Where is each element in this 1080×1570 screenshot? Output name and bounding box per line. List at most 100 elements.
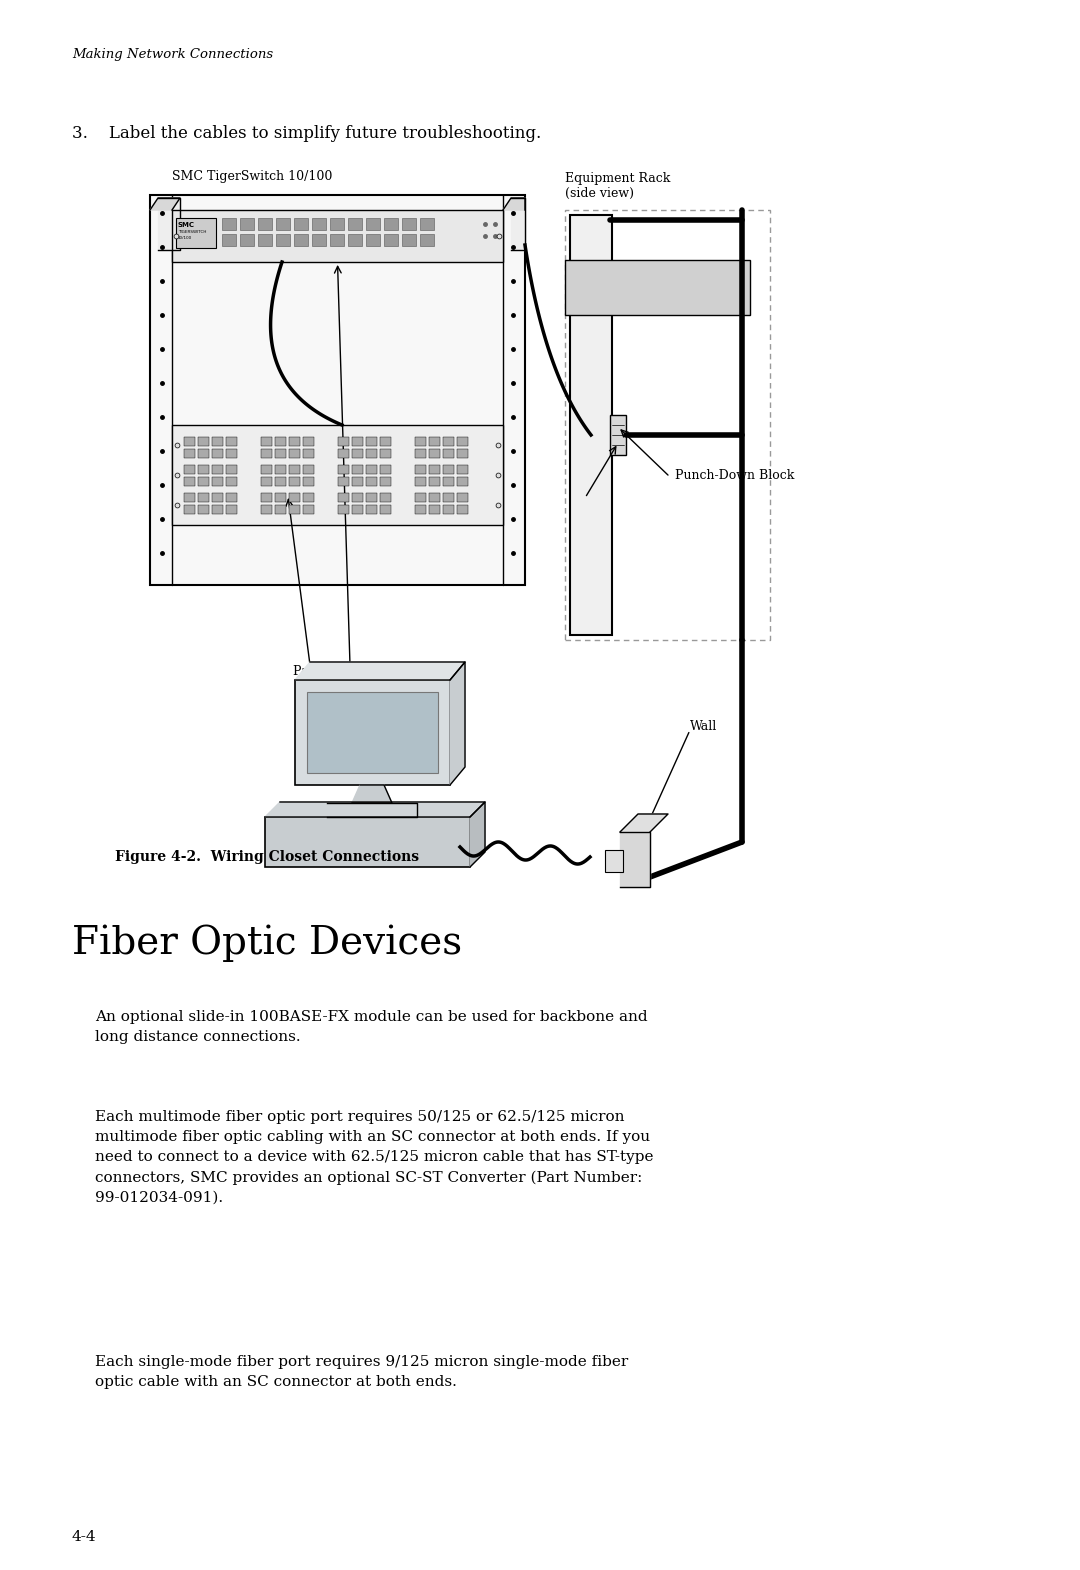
Text: Patch Panel: Patch Panel (293, 666, 367, 678)
Bar (240, 234, 254, 246)
Bar (275, 477, 286, 487)
Bar (289, 436, 300, 446)
Bar (338, 506, 349, 513)
Bar (352, 449, 363, 458)
Bar (570, 215, 612, 634)
Bar (198, 465, 210, 474)
Bar (275, 449, 286, 458)
Bar (429, 465, 440, 474)
Bar (352, 506, 363, 513)
Bar (198, 436, 210, 446)
Bar (348, 234, 362, 246)
Bar (172, 210, 503, 262)
Bar (212, 449, 222, 458)
Bar (338, 465, 349, 474)
Bar (338, 436, 349, 446)
Bar (184, 506, 195, 513)
Bar (198, 449, 210, 458)
Bar (384, 218, 399, 229)
Text: Each single-mode fiber port requires 9/125 micron single-mode fiber
optic cable : Each single-mode fiber port requires 9/1… (95, 1355, 629, 1389)
Text: Wall: Wall (690, 721, 717, 733)
Bar (348, 218, 362, 229)
Bar (275, 436, 286, 446)
Bar (261, 477, 272, 487)
Polygon shape (450, 663, 465, 785)
Text: SMC: SMC (178, 221, 195, 228)
Bar (366, 465, 377, 474)
Text: 3.    Label the cables to simplify future troubleshooting.: 3. Label the cables to simplify future t… (72, 126, 541, 141)
Bar (276, 218, 291, 229)
Bar (307, 692, 438, 772)
Polygon shape (511, 198, 525, 250)
Text: SMC TigerSwitch 10/100: SMC TigerSwitch 10/100 (172, 170, 333, 184)
Text: TIGERSWITCH: TIGERSWITCH (178, 229, 206, 234)
Bar (457, 477, 468, 487)
Bar (565, 261, 750, 316)
Bar (457, 436, 468, 446)
Text: Figure 4-2.  Wiring Closet Connections: Figure 4-2. Wiring Closet Connections (114, 849, 419, 864)
Bar (352, 477, 363, 487)
Bar (443, 465, 454, 474)
Bar (415, 493, 426, 502)
Bar (258, 234, 272, 246)
Bar (265, 816, 470, 867)
Bar (352, 493, 363, 502)
Bar (212, 465, 222, 474)
Bar (198, 477, 210, 487)
Bar (380, 436, 391, 446)
Bar (303, 465, 314, 474)
Bar (415, 436, 426, 446)
Text: Making Network Connections: Making Network Connections (72, 49, 273, 61)
Bar (443, 506, 454, 513)
Bar (184, 493, 195, 502)
Bar (429, 436, 440, 446)
Bar (415, 465, 426, 474)
Bar (150, 195, 525, 586)
Bar (429, 477, 440, 487)
Bar (184, 477, 195, 487)
Bar (443, 436, 454, 446)
Bar (275, 493, 286, 502)
Bar (384, 234, 399, 246)
Bar (429, 493, 440, 502)
Bar (610, 414, 626, 455)
Polygon shape (620, 813, 669, 832)
Bar (366, 477, 377, 487)
Bar (184, 465, 195, 474)
Bar (380, 477, 391, 487)
Bar (366, 218, 380, 229)
Bar (226, 449, 237, 458)
Bar (429, 449, 440, 458)
Bar (289, 449, 300, 458)
Bar (338, 477, 349, 487)
Bar (330, 218, 345, 229)
Bar (289, 506, 300, 513)
Bar (352, 436, 363, 446)
Bar (380, 449, 391, 458)
Bar (565, 210, 770, 641)
Text: An optional slide-in 100BASE-FX module can be used for backbone and
long distanc: An optional slide-in 100BASE-FX module c… (95, 1010, 648, 1044)
Bar (338, 493, 349, 502)
Polygon shape (265, 802, 485, 816)
Bar (352, 465, 363, 474)
Bar (303, 436, 314, 446)
Text: Equipment Rack
(side view): Equipment Rack (side view) (565, 173, 671, 199)
Bar (330, 234, 345, 246)
Bar (402, 218, 416, 229)
Bar (226, 493, 237, 502)
Bar (212, 436, 222, 446)
Bar (294, 234, 308, 246)
Bar (198, 506, 210, 513)
Polygon shape (158, 198, 180, 250)
Bar (457, 465, 468, 474)
Bar (212, 493, 222, 502)
Bar (289, 477, 300, 487)
Bar (605, 849, 623, 871)
Bar (303, 477, 314, 487)
Polygon shape (352, 785, 392, 802)
Bar (415, 506, 426, 513)
Bar (261, 436, 272, 446)
Bar (457, 449, 468, 458)
Bar (275, 465, 286, 474)
Bar (312, 218, 326, 229)
